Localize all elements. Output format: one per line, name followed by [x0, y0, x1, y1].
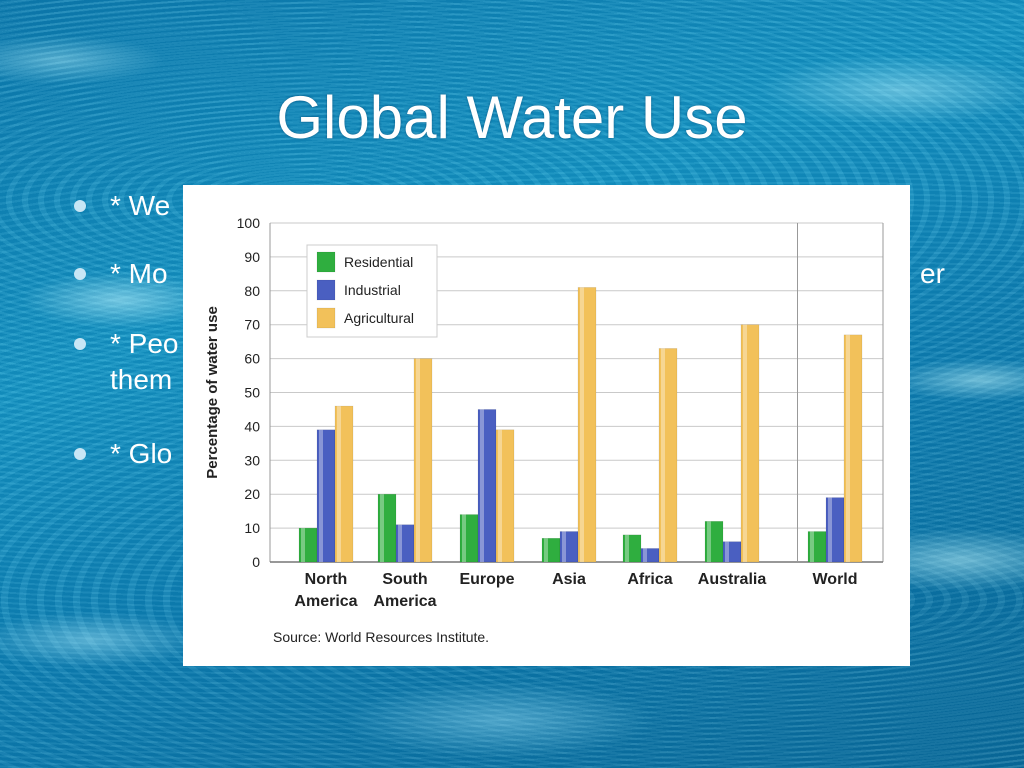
chart-source: Source: World Resources Institute. — [273, 629, 490, 645]
y-tick-label: 90 — [244, 249, 260, 265]
bar-agricultural — [495, 429, 515, 563]
bar-agricultural — [577, 287, 597, 563]
y-axis-label: Percentage of water use — [204, 306, 221, 479]
bar-highlight — [480, 409, 484, 562]
bar-agricultural — [658, 348, 678, 563]
x-tick-label: America — [294, 593, 357, 610]
x-tick-label: America — [373, 593, 436, 610]
legend-swatch — [316, 251, 336, 273]
y-tick-label: 0 — [252, 554, 260, 570]
x-tick-label: Asia — [552, 571, 586, 588]
bullet-dot-icon — [74, 268, 86, 280]
bar-highlight — [846, 334, 850, 562]
bar-highlight — [398, 524, 402, 562]
y-tick-label: 40 — [244, 418, 260, 434]
x-tick-label: Africa — [627, 571, 672, 588]
legend-swatch — [316, 279, 336, 301]
y-tick-label: 10 — [244, 520, 260, 536]
x-tick-label: South — [382, 571, 427, 588]
bar-highlight — [828, 497, 832, 562]
y-tick-label: 100 — [237, 215, 261, 231]
bar-highlight — [810, 531, 814, 562]
bar-highlight — [580, 287, 584, 562]
y-tick-label: 70 — [244, 317, 260, 333]
slide-title: Global Water Use — [276, 84, 748, 151]
y-tick-label: 60 — [244, 351, 260, 367]
bar-highlight — [625, 534, 629, 562]
bar-highlight — [319, 429, 323, 562]
y-tick-label: 80 — [244, 283, 260, 299]
bar-agricultural — [740, 324, 760, 563]
bar-highlight — [661, 348, 665, 562]
bar-agricultural — [843, 334, 863, 563]
bar-highlight — [301, 528, 305, 562]
bar-agricultural — [413, 358, 433, 563]
bar-highlight — [416, 358, 420, 562]
x-tick-label: World — [812, 571, 857, 588]
bullet-text-continuation: them — [110, 364, 173, 395]
bar-highlight — [707, 521, 711, 562]
bar-highlight — [743, 324, 747, 562]
bullet-text: * Mo — [110, 258, 168, 289]
x-tick-label: Europe — [459, 571, 514, 588]
y-tick-label: 50 — [244, 385, 260, 401]
bullet-dot-icon — [74, 200, 86, 212]
legend-swatch — [316, 307, 336, 329]
bullet-text: * We — [110, 190, 171, 221]
bullet-text-overflow: er — [920, 258, 945, 289]
bar-highlight — [498, 429, 502, 562]
bar-highlight — [462, 514, 466, 562]
y-tick-label: 20 — [244, 486, 260, 502]
x-tick-label: Australia — [698, 571, 767, 588]
bar-highlight — [544, 538, 548, 562]
bar-highlight — [643, 548, 647, 562]
legend-label: Agricultural — [344, 310, 414, 326]
chart-panel: 0 10 20 30 40 50 60 70 80 90 100 Percentage of wate… — [183, 185, 910, 666]
bar-highlight — [337, 406, 341, 562]
bullet-dot-icon — [74, 338, 86, 350]
y-tick-label: 30 — [244, 452, 260, 468]
bar-agricultural — [334, 405, 354, 563]
bullet-text: * Glo — [110, 438, 173, 469]
bullet-dot-icon — [74, 448, 86, 460]
x-tick-label: North — [305, 571, 348, 588]
bullet-text: * Peo — [110, 328, 179, 359]
legend-label: Residential — [344, 254, 413, 270]
bar-chart: 0 10 20 30 40 50 60 70 80 90 100 Percentage of wate… — [204, 215, 884, 610]
bar-highlight — [380, 494, 384, 562]
bar-highlight — [725, 541, 729, 562]
bar-highlight — [562, 531, 566, 562]
legend-label: Industrial — [344, 282, 401, 298]
